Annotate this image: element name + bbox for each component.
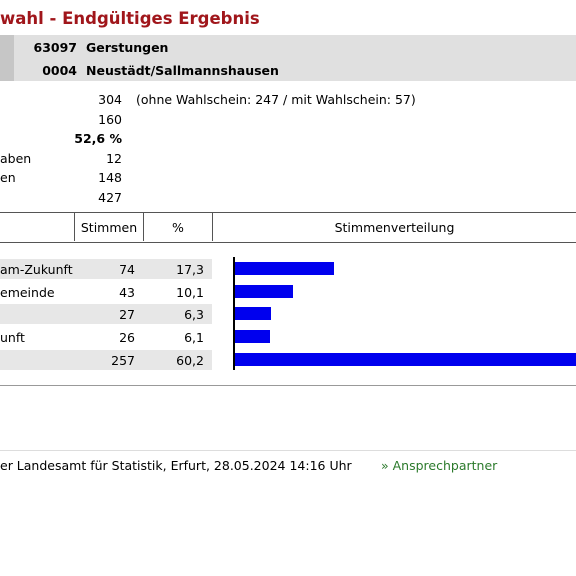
region-band-top — [0, 35, 576, 58]
col-divider — [74, 212, 75, 241]
table-row — [0, 304, 212, 325]
summary-note: (ohne Wahlschein: 247 / mit Wahlschein: … — [136, 92, 416, 107]
row-percent: 6,3 — [184, 307, 204, 323]
footer-separator — [0, 450, 576, 451]
vote-bar — [235, 262, 334, 275]
row-stimmen: 43 — [119, 284, 135, 300]
vote-bar — [235, 330, 270, 344]
vote-bar — [235, 284, 293, 298]
summary-value: 304 — [98, 92, 122, 107]
region-band-bottom — [0, 58, 576, 81]
header-distribution: Stimmenverteilung — [334, 220, 455, 235]
region-marker — [0, 35, 14, 81]
row-label: emeinde — [0, 284, 55, 300]
contact-link[interactable]: » Ansprechpartner — [381, 458, 498, 473]
row-label: am-Zukunft — [0, 262, 73, 277]
summary-value: 160 — [98, 111, 122, 127]
content-separator — [0, 385, 576, 386]
row-stimmen: 26 — [119, 330, 135, 346]
summary-value: 148 — [98, 170, 122, 185]
row-label: unft — [0, 330, 25, 346]
row-percent: 10,1 — [176, 284, 204, 300]
region-code: 63097 — [33, 40, 78, 55]
subregion-code: 0004 — [42, 63, 77, 78]
header-percent: % — [172, 220, 184, 235]
row-stimmen: 257 — [111, 352, 135, 368]
col-divider — [212, 212, 213, 241]
summary-value: 12 — [106, 150, 122, 166]
row-percent: 17,3 — [176, 262, 204, 277]
table-row — [0, 259, 212, 279]
summary-value: 427 — [98, 189, 122, 205]
summary-label: aben — [0, 150, 32, 166]
vote-bar — [235, 307, 271, 321]
subregion-name: Neustädt/Sallmannshausen — [86, 63, 279, 78]
row-percent: 60,2 — [176, 352, 204, 368]
footer-source: er Landesamt für Statistik, Erfurt, 28.0… — [0, 458, 352, 473]
page-title: wahl - Endgültiges Ergebnis — [0, 9, 260, 28]
summary-label: en — [0, 170, 16, 185]
header-stimmen: Stimmen — [80, 220, 138, 235]
vote-bar — [235, 352, 576, 366]
row-stimmen: 74 — [119, 262, 135, 277]
col-divider — [143, 212, 144, 241]
summary-value: 52,6 % — [74, 131, 122, 146]
table-row — [0, 349, 212, 370]
table-header — [0, 212, 576, 243]
region-name: Gerstungen — [86, 40, 169, 55]
row-stimmen: 27 — [119, 307, 135, 323]
bar-axis — [233, 257, 235, 370]
row-percent: 6,1 — [184, 330, 204, 346]
